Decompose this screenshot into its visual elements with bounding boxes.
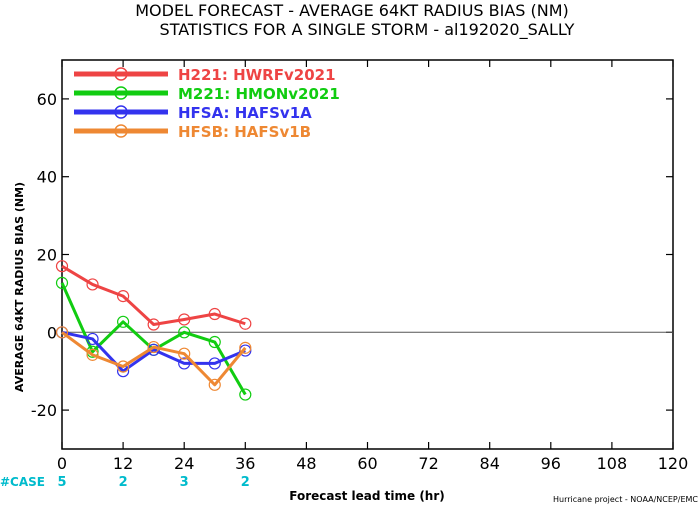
y-tick-label: 40 xyxy=(37,168,57,187)
case-count: 3 xyxy=(180,475,189,490)
series-line xyxy=(61,264,246,327)
legend-item: M221: HMONv2021 xyxy=(74,85,340,103)
legend-swatch-marker xyxy=(114,124,128,138)
data-point xyxy=(239,341,252,354)
case-counts: #CASE 5 2 3 2 xyxy=(0,475,250,490)
data-point xyxy=(208,335,221,349)
series-h221 xyxy=(55,260,252,331)
data-point xyxy=(208,307,221,321)
data-point xyxy=(239,344,252,357)
data-point xyxy=(147,340,160,354)
x-tick-label: 0 xyxy=(57,454,67,473)
case-count: 2 xyxy=(119,475,128,490)
legend-label: HFSB: HAFSv1B xyxy=(178,123,311,141)
x-tick-label: 96 xyxy=(541,454,561,473)
series-line xyxy=(61,330,246,373)
case-label: #CASE xyxy=(0,475,45,489)
legend-label: HFSA: HAFSv1A xyxy=(178,104,312,122)
series-hfsa xyxy=(55,326,252,378)
legend-swatch-marker xyxy=(114,67,128,81)
data-point xyxy=(116,315,130,328)
chart-subtitle: STATISTICS FOR A SINGLE STORM - al192020… xyxy=(160,20,575,40)
data-point xyxy=(208,357,221,370)
data-point xyxy=(178,347,191,360)
data-point xyxy=(55,276,69,289)
case-count: 2 xyxy=(241,475,250,490)
chart-title: MODEL FORECAST - AVERAGE 64KT RADIUS BIA… xyxy=(135,1,569,20)
data-point xyxy=(178,357,191,370)
y-tick-label: -20 xyxy=(31,401,57,420)
x-tick-label: 60 xyxy=(357,454,377,473)
credit-text: Hurricane project - NOAA/NCEP/EMC xyxy=(553,495,698,504)
data-point xyxy=(239,388,252,401)
legend-label: H221: HWRFv2021 xyxy=(178,66,336,84)
axes: -20 0 20 40 60 0 12 24 36 48 60 72 84 96 108 120 xyxy=(31,60,688,473)
x-tick-label: 12 xyxy=(113,454,133,473)
plot-frame xyxy=(61,59,674,450)
case-count: 5 xyxy=(57,475,66,490)
y-axis-label: AVERAGE 64KT RADIUS BIAS (NM) xyxy=(13,182,26,392)
series-hfsb xyxy=(55,326,252,391)
data-point xyxy=(55,260,69,273)
data-point xyxy=(178,326,191,339)
y-tick-label: 0 xyxy=(47,323,57,342)
data-point xyxy=(86,278,99,291)
x-tick-label: 108 xyxy=(597,454,628,473)
series-layer xyxy=(55,260,252,401)
data-point xyxy=(116,360,130,373)
x-tick-label: 120 xyxy=(658,454,689,473)
data-point xyxy=(147,318,160,331)
legend-swatch-marker xyxy=(114,86,128,100)
series-line xyxy=(61,331,247,387)
data-point xyxy=(86,348,99,361)
data-point xyxy=(86,332,99,346)
data-point xyxy=(208,378,221,391)
x-tick-label: 84 xyxy=(480,454,500,473)
data-point xyxy=(55,326,69,339)
data-point xyxy=(178,313,191,326)
legend-swatch-marker xyxy=(114,105,128,119)
x-tick-label: 48 xyxy=(296,454,316,473)
x-tick-label: 72 xyxy=(418,454,438,473)
legend-label: M221: HMONv2021 xyxy=(178,85,340,103)
data-point xyxy=(116,290,130,303)
legend-item: HFSA: HAFSv1A xyxy=(74,104,312,122)
legend-item: HFSB: HAFSv1B xyxy=(74,123,311,141)
y-tick-label: 20 xyxy=(37,246,57,265)
y-tick-label: 60 xyxy=(37,90,57,109)
legend-item: H221: HWRFv2021 xyxy=(74,66,336,84)
data-point xyxy=(239,317,252,330)
x-axis-label: Forecast lead time (hr) xyxy=(289,489,445,503)
x-tick-label: 36 xyxy=(235,454,255,473)
x-tick-label: 24 xyxy=(174,454,194,473)
